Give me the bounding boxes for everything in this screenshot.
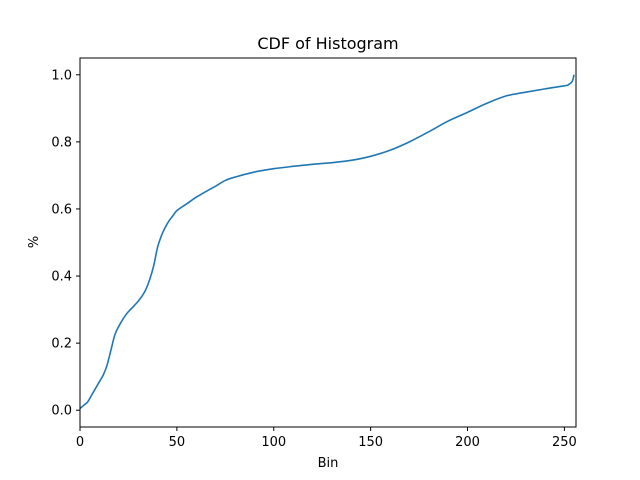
x-axis-ticks: 0 50 100 150 200 250 bbox=[76, 427, 577, 450]
x-tick-label: 200 bbox=[455, 435, 480, 450]
x-tick-label: 100 bbox=[261, 435, 286, 450]
y-tick-label: 0.2 bbox=[51, 337, 72, 352]
y-tick-label: 0.0 bbox=[51, 404, 72, 419]
x-axis-label: Bin bbox=[318, 456, 339, 471]
x-tick-label: 50 bbox=[169, 435, 186, 450]
y-tick-label: 0.4 bbox=[51, 270, 72, 285]
y-axis-label: % bbox=[27, 236, 42, 248]
y-axis-ticks: 0.0 0.2 0.4 0.6 0.8 1.0 bbox=[51, 68, 80, 419]
cdf-line bbox=[79, 74, 575, 410]
y-tick-label: 0.8 bbox=[51, 135, 72, 150]
x-tick-label: 250 bbox=[552, 435, 577, 450]
chart-title: CDF of Histogram bbox=[257, 34, 398, 53]
plot-frame bbox=[79, 57, 577, 428]
x-tick-label: 150 bbox=[358, 435, 383, 450]
x-tick-label: 0 bbox=[76, 435, 84, 450]
y-tick-label: 0.6 bbox=[51, 202, 72, 217]
y-tick-label: 1.0 bbox=[51, 68, 72, 83]
